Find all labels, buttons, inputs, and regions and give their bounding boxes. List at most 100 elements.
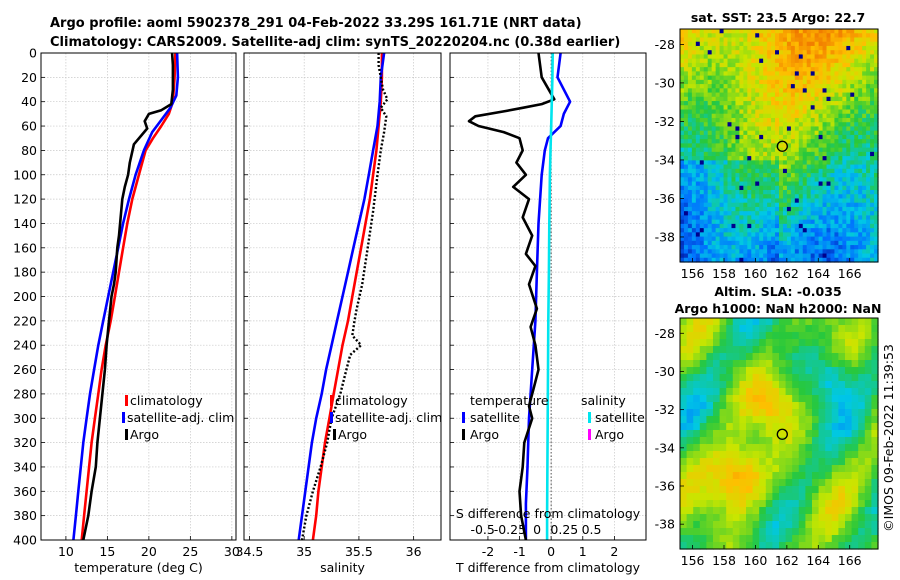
map-sst-cell xyxy=(786,105,792,111)
map-sst-cell xyxy=(743,202,748,208)
map-sst-cell xyxy=(731,88,737,94)
map-sst-cell xyxy=(727,139,733,144)
map-sst-cell xyxy=(687,215,693,221)
map-sst-cell xyxy=(687,41,693,47)
map-sst-cell xyxy=(806,29,812,34)
map-sst-cell xyxy=(727,236,733,242)
map-sla-xtick-label: 166 xyxy=(838,553,862,568)
map-sst-cell xyxy=(691,236,697,242)
map-sst-cell xyxy=(763,109,768,115)
map-sla-cell xyxy=(713,367,721,375)
map-sst-cell xyxy=(767,228,772,233)
map-sst-cell xyxy=(862,215,867,221)
map-sla-cell xyxy=(871,500,879,508)
map-sla-cell xyxy=(818,409,826,417)
map-sla-cell xyxy=(686,423,694,431)
map-sst-cell xyxy=(731,215,737,221)
map-sst-cell xyxy=(779,211,784,216)
map-sst-cell xyxy=(759,249,764,255)
map-sst-cell xyxy=(790,181,796,187)
map-sst-cell xyxy=(822,257,828,263)
map-sst-cell xyxy=(874,160,879,166)
map-sst-cell xyxy=(842,206,847,212)
map-sst-cell xyxy=(779,58,784,64)
map-sst-cell xyxy=(743,147,748,153)
map-sst-cell xyxy=(814,173,820,178)
map-sst-cell xyxy=(747,151,752,157)
map-sst-cell xyxy=(870,105,875,111)
map-sst-cell xyxy=(683,126,689,132)
map-sst-cell xyxy=(806,236,812,242)
map-sst-cell xyxy=(747,240,752,246)
map-sst-cell xyxy=(814,75,820,81)
map-sst-cell xyxy=(719,75,725,81)
map-sla-cell xyxy=(726,479,734,487)
map-sst-cell xyxy=(711,71,717,77)
map-sst-cell xyxy=(782,177,788,183)
map-sla-cell xyxy=(726,395,734,403)
map-sst-cell xyxy=(870,117,875,123)
map-sst-cell xyxy=(862,156,867,161)
map-sst-cell xyxy=(755,101,760,106)
map-sst-cell xyxy=(782,173,788,178)
map-sst-cell xyxy=(731,253,737,259)
map-sst-cell xyxy=(747,160,752,166)
map-sst-cell xyxy=(806,45,812,51)
map-sst-cell xyxy=(771,151,776,157)
map-sst-cell xyxy=(794,181,800,187)
map-sst-cell xyxy=(763,50,768,56)
map-sst-cell xyxy=(790,117,796,123)
map-sst-cell xyxy=(822,168,828,174)
map-sst-cell xyxy=(687,253,693,259)
map-sst-cell xyxy=(683,117,689,123)
map-sst-cell xyxy=(874,245,879,250)
map-sst-cell xyxy=(826,101,832,106)
map-sst-cell xyxy=(739,101,744,106)
map-sst-cell xyxy=(767,139,772,144)
map-sst-cell xyxy=(699,147,705,153)
map-sla-cell xyxy=(732,535,740,543)
map-sla-cell xyxy=(785,479,793,487)
map-sst-cell xyxy=(806,249,812,255)
map-sst-cell xyxy=(814,101,820,106)
map-sst-cell xyxy=(723,206,729,212)
map-sst-cell xyxy=(782,223,788,229)
map-sla-cell xyxy=(759,409,767,417)
map-sla-cell xyxy=(706,416,714,424)
map-sst-cell xyxy=(735,101,740,106)
map-sst-cell xyxy=(731,33,737,39)
map-sst-cell xyxy=(743,88,748,94)
map-sst-cell xyxy=(731,181,737,187)
map-sst-cell xyxy=(727,181,733,187)
map-sla-cell xyxy=(825,318,833,326)
map-sla-cell xyxy=(838,493,846,501)
map-sla-cell xyxy=(752,493,760,501)
map-sst-cell xyxy=(826,29,832,34)
map-sst-cell xyxy=(699,232,705,238)
map-sst-cell xyxy=(810,37,816,43)
map-sst-cell xyxy=(858,151,863,157)
map-sla-cell xyxy=(825,486,833,494)
map-sst-cell xyxy=(683,168,689,174)
map-sla-cell xyxy=(818,500,826,508)
map-sst-cell xyxy=(842,134,847,140)
map-sla-cell xyxy=(785,395,793,403)
map-sst-cell xyxy=(782,219,788,225)
map-sst-cell xyxy=(842,84,847,89)
map-sst-cell xyxy=(818,41,824,47)
map-sst-cell xyxy=(719,105,725,111)
map-sla-cell xyxy=(779,542,787,550)
map-sst-cell xyxy=(735,232,740,238)
map-sst-cell xyxy=(767,181,772,187)
map-sla-cell xyxy=(759,374,767,382)
map-sst-cell xyxy=(846,45,851,51)
map-sst-cell xyxy=(755,139,760,144)
map-sla-cell xyxy=(785,514,793,522)
map-sla-cell xyxy=(812,444,820,452)
map-sst-cell xyxy=(862,232,867,238)
map-sst-cell xyxy=(782,185,788,191)
map-sst-cell xyxy=(810,215,816,221)
map-sst-cell xyxy=(735,50,740,56)
map-sla-cell xyxy=(785,465,793,473)
map-sla-cell xyxy=(871,402,879,410)
